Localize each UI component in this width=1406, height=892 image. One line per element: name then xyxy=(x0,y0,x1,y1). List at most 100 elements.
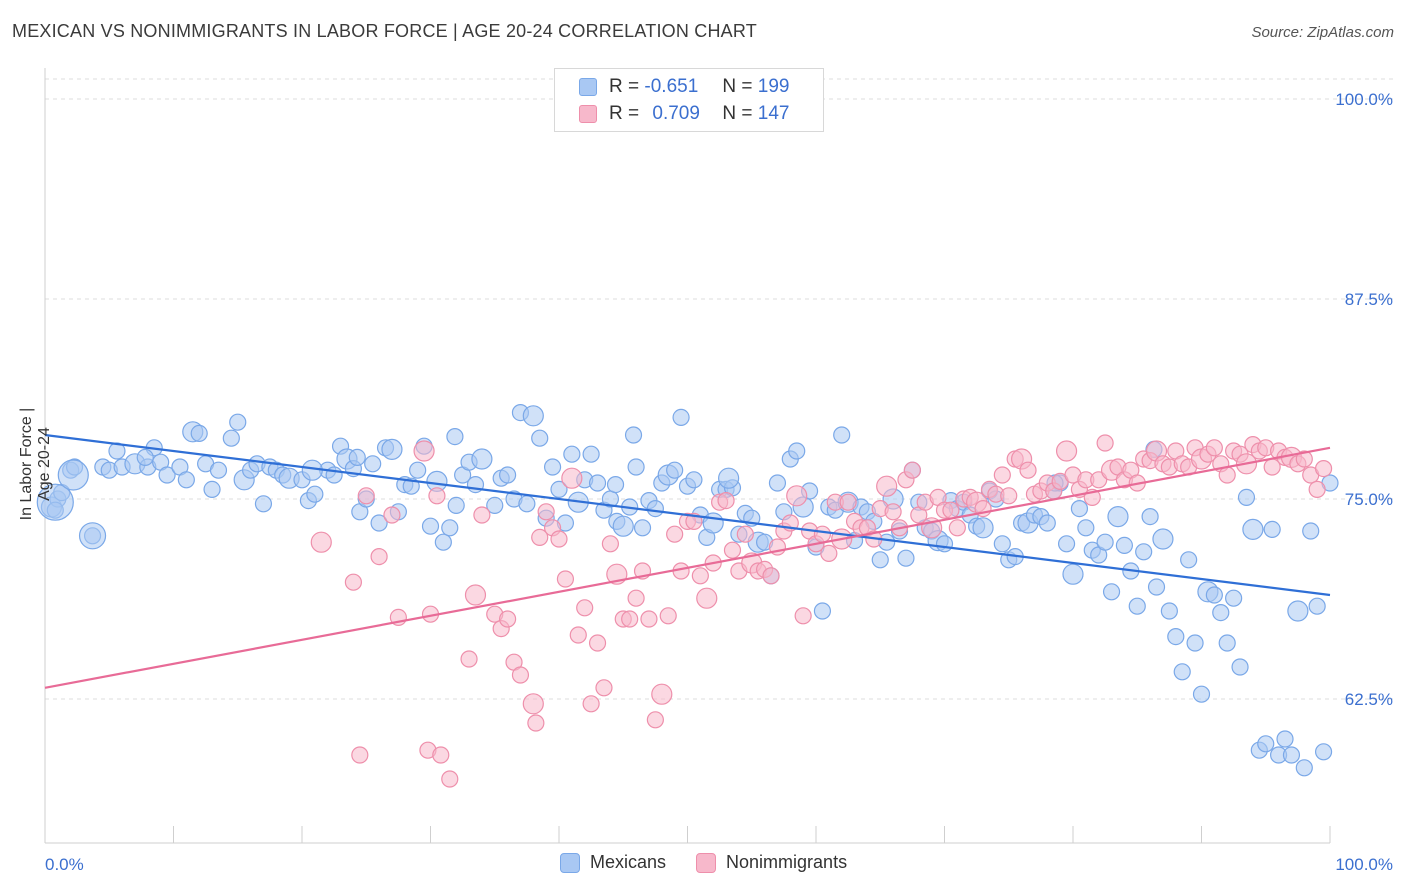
data-point xyxy=(1276,730,1294,748)
data-point xyxy=(1077,519,1095,537)
data-point xyxy=(768,474,787,492)
data-point xyxy=(569,626,587,644)
r-value: -0.651 xyxy=(644,76,699,97)
data-point xyxy=(696,587,718,609)
data-point xyxy=(473,506,491,524)
data-point xyxy=(876,475,898,497)
data-point xyxy=(518,495,536,513)
chart-title: MEXICAN VS NONIMMIGRANTS IN LABOR FORCE … xyxy=(12,21,757,41)
data-point xyxy=(563,445,581,463)
data-point xyxy=(595,679,613,697)
tick-labels: 62.5% 75.0% 87.5% 100.0% 0.0% 100.0% xyxy=(45,90,1393,874)
data-point xyxy=(884,503,902,521)
data-point xyxy=(531,528,549,547)
data-point xyxy=(833,426,851,444)
n-label: N = xyxy=(722,76,753,97)
data-point xyxy=(499,610,517,628)
data-point xyxy=(582,445,600,463)
data-point xyxy=(511,666,530,684)
data-point xyxy=(136,448,154,466)
nonimmigrants-legend-swatch xyxy=(696,852,717,873)
data-point xyxy=(383,506,401,524)
data-point xyxy=(306,485,324,503)
r-label: R = xyxy=(609,103,640,124)
data-point xyxy=(370,547,388,566)
data-point xyxy=(1237,488,1256,506)
data-point xyxy=(1242,518,1264,541)
data-point xyxy=(409,461,427,479)
data-point xyxy=(177,471,195,489)
data-point xyxy=(254,495,273,513)
data-point xyxy=(1295,450,1313,468)
data-point xyxy=(36,483,74,521)
data-point xyxy=(666,461,684,479)
data-point xyxy=(222,429,240,447)
data-point xyxy=(736,525,754,543)
data-point xyxy=(158,466,176,484)
n-value: 199 xyxy=(757,76,790,97)
grid-lines xyxy=(45,78,1395,700)
data-point xyxy=(1152,528,1174,550)
data-point xyxy=(1314,460,1333,478)
data-point xyxy=(1180,551,1198,569)
data-point xyxy=(1147,578,1166,596)
data-point xyxy=(972,517,994,539)
data-point xyxy=(702,512,724,534)
data-point xyxy=(1135,543,1153,561)
nonimmigrants-points xyxy=(310,434,1333,788)
data-point xyxy=(446,428,464,446)
data-point xyxy=(348,448,366,466)
data-point xyxy=(794,607,812,625)
legend-item-mexicans[interactable]: Mexicans xyxy=(560,852,666,873)
data-point xyxy=(788,442,806,460)
data-point xyxy=(813,525,832,543)
data-point xyxy=(229,413,247,431)
data-point xyxy=(717,492,735,510)
data-point xyxy=(441,770,459,788)
trend-lines xyxy=(44,433,1331,689)
data-point xyxy=(190,424,208,442)
data-point xyxy=(460,650,478,668)
n-value: 147 xyxy=(757,103,790,124)
data-point xyxy=(537,503,555,521)
data-point xyxy=(1102,583,1121,601)
data-point xyxy=(582,695,600,713)
axes xyxy=(44,68,1331,844)
data-point xyxy=(627,589,645,607)
data-point xyxy=(672,408,690,426)
data-point xyxy=(903,461,921,479)
data-point xyxy=(691,567,709,585)
data-point xyxy=(434,533,452,551)
data-point xyxy=(1192,685,1211,703)
data-point xyxy=(550,480,568,498)
data-point xyxy=(499,466,517,484)
data-point xyxy=(522,693,544,715)
stats-row-mexicans: R = -0.651 N = 199 xyxy=(579,74,789,100)
data-point xyxy=(718,467,740,489)
data-point xyxy=(57,459,89,491)
nonimmigrants-swatch xyxy=(579,105,597,123)
data-point xyxy=(993,466,1011,484)
data-point xyxy=(627,458,645,476)
data-point xyxy=(1218,466,1236,484)
data-point xyxy=(659,607,677,625)
data-point xyxy=(1282,746,1301,764)
data-point xyxy=(1038,514,1056,532)
mexicans-legend-swatch xyxy=(560,852,580,873)
data-point xyxy=(432,746,450,764)
data-point xyxy=(1231,658,1249,676)
stats-legend: R = -0.651 N = 199 R = 0.709 N = 147 xyxy=(554,68,824,132)
data-point xyxy=(646,711,664,729)
series-legend: Mexicans Nonimmigrants xyxy=(560,852,877,873)
data-point xyxy=(588,474,607,492)
data-point xyxy=(464,584,487,606)
data-point xyxy=(203,480,221,498)
legend-label: Nonimmigrants xyxy=(726,852,848,872)
data-point xyxy=(762,567,780,585)
data-point xyxy=(1205,439,1223,457)
legend-item-nonimmigrants[interactable]: Nonimmigrants xyxy=(696,852,847,873)
data-point xyxy=(78,522,107,550)
data-point xyxy=(447,496,465,514)
data-point xyxy=(428,487,446,505)
